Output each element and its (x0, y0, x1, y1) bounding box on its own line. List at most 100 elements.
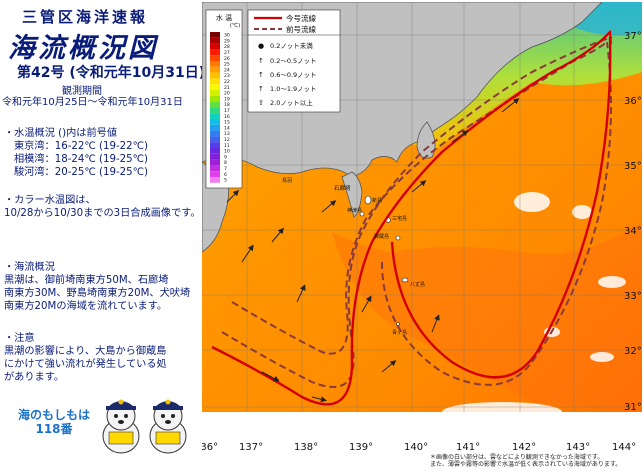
colorbar-cell (210, 101, 220, 108)
image-note-line1: ・カラー水温図は、 (4, 195, 96, 206)
colorbar-cell (210, 171, 220, 177)
notice-line: 黒潮の影響により、大島から御蔵島 (4, 346, 167, 357)
previous-current-line-inner (231, 41, 608, 355)
image-note: ・カラー水温図は、 10/28から10/30までの3日合成画像です。 (4, 194, 201, 220)
place-label: 新島 (372, 197, 382, 204)
colorbar-tick-label: 13 (224, 131, 230, 137)
lat-label: 36° (624, 96, 642, 107)
colorbar-tick-label: 7 (224, 166, 227, 172)
colorbar-tick-label: 10 (224, 149, 230, 155)
current-kuroshio-eddy (390, 36, 612, 379)
legend-speed-label: 2.0ノット以上 (270, 98, 313, 107)
current-line: 黒潮は、御前埼南東方50M、石廊埼 (4, 275, 169, 286)
legend-speed-symbol: ↑ (258, 85, 264, 93)
notice-line: にかけて強い流れが発生している処 (4, 359, 167, 370)
colorbar-cells: 3029282726252423222120191817161514131211… (210, 32, 230, 184)
colorbar-tick-label: 21 (224, 85, 230, 91)
emergency-slogan: 海のもしもは 118番 (14, 408, 94, 436)
legend-speed-label: 0.2～0.5ノット (270, 57, 317, 65)
colorbar-cell (210, 177, 220, 183)
colorbar-cell (210, 49, 220, 56)
organization-title: 三管区海洋速報 (22, 8, 149, 26)
temperature-row-suruga: 駿河湾：20-25℃ (19-25℃) (14, 167, 149, 178)
colorbar-cell (210, 66, 220, 73)
legend-speed-symbol: ↑ (258, 57, 264, 65)
seal-mascot-right (149, 399, 187, 454)
lon-label: 142° (512, 442, 536, 453)
colorbar-cell (210, 72, 220, 79)
lat-label: 32° (624, 346, 642, 357)
current-heading: ・海流概況 (4, 262, 55, 273)
temperature-row-tokyo: 東京湾：16-22℃ (19-22℃) (14, 141, 149, 152)
place-label: 青ヶ島 (392, 329, 407, 336)
colorbar-cell (210, 148, 220, 154)
colorbar-tick-label: 9 (224, 154, 227, 160)
map-svg: 3029282726252423222120191817161514131211… (194, 1, 642, 453)
observation-period: 令和元年10月25日～令和元年10月31日 (2, 97, 183, 108)
colorbar-tick-label: 12 (224, 137, 230, 143)
place-label: 三宅島 (392, 215, 407, 222)
colorbar-tick-label: 14 (224, 125, 230, 131)
period-label: 観測期間 (62, 86, 102, 97)
temperature-summary: ・水温概況 ()内は前号値 東京湾：16-22℃ (19-22℃) 相模湾：18… (4, 127, 148, 179)
colorbar-tick-label: 15 (224, 120, 230, 126)
colorbar-tick-label: 16 (224, 114, 230, 120)
colorbar-tick-label: 18 (224, 102, 230, 108)
colorbar-tick-label: 8 (224, 160, 227, 166)
lat-label: 33° (624, 291, 642, 302)
lon-label: 144° (612, 442, 636, 453)
previous-current-eddy (381, 41, 612, 386)
page-title: 海流概況図 (8, 33, 158, 64)
colorbar-tick-label: 5 (224, 178, 227, 184)
footnote-line2: また、薄雲や霧等の影響で水温が低く表示されている海域があります。 (430, 461, 622, 468)
colorbar-cell (210, 136, 220, 143)
lat-label: 37° (624, 31, 642, 42)
slogan-number: 118番 (35, 422, 73, 436)
colorbar-cell (210, 142, 220, 148)
colorbar-cell (210, 153, 220, 160)
colorbar-cell (210, 165, 220, 172)
colorbar-tick-label: 27 (224, 50, 230, 56)
colorbar-tick-label: 22 (224, 79, 230, 85)
colorbar-tick-label: 23 (224, 73, 230, 79)
colorbar-cell (210, 55, 220, 61)
previous-current-line (221, 36, 613, 388)
lon-label: 140° (404, 442, 428, 453)
colorbar-cell (210, 130, 220, 137)
image-note-line2: 10/28から10/30までの3日合成画像です。 (4, 208, 201, 219)
colorbar-title: 水 温 (216, 13, 232, 22)
lon-label: 137° (239, 442, 263, 453)
mascot-illustration (102, 399, 187, 454)
place-label: 鳥羽 (282, 177, 292, 184)
temperature-row-sagami: 相模湾：18-24℃ (19-25℃) (14, 154, 149, 165)
lon-label: 141° (456, 442, 480, 453)
colorbar-cell (210, 37, 220, 44)
colorbar-cell (210, 43, 220, 50)
current-arrowhead (601, 29, 612, 45)
colorbar-tick-label: 26 (224, 56, 230, 62)
colorbar-cell (210, 95, 220, 102)
legend-speed-symbol: ● (258, 42, 264, 50)
lon-label: 143° (566, 442, 590, 453)
colorbar-cell (210, 84, 220, 90)
colorbar-tick-label: 19 (224, 96, 230, 102)
place-label: 石廊埼 (334, 184, 351, 192)
colorbar-unit: (℃) (230, 22, 240, 29)
colorbar-cell (210, 61, 220, 67)
notice: ・注意 黒潮の影響により、大島から御蔵島 にかけて強い流れが発生している処 があ… (4, 332, 167, 384)
issue-number: 第42号 (令和元年10月31日) (17, 65, 206, 81)
lon-label: 136° (202, 442, 218, 453)
lon-label: 138° (294, 442, 318, 453)
legend-current-label: 今号流線 (286, 13, 316, 23)
legend-speed-label: 0.2ノット未満 (270, 41, 313, 50)
colorbar-tick-label: 11 (224, 143, 230, 149)
flow-vectors (226, 98, 520, 403)
image-footnote: ＊画像の白い部分は、雲などにより観測できなかった海域です。 また、薄雲や霧等の影… (430, 454, 642, 468)
footnote-line1: ＊画像の白い部分は、雲などにより観測できなかった海域です。 (430, 454, 604, 461)
lat-label: 31° (624, 402, 642, 413)
colorbar-tick-label: 6 (224, 172, 227, 178)
colorbar-tick-label: 20 (224, 91, 230, 97)
warm-water-region (332, 222, 642, 412)
notice-heading: ・注意 (4, 333, 35, 344)
current-kuroshio-line (211, 31, 611, 406)
